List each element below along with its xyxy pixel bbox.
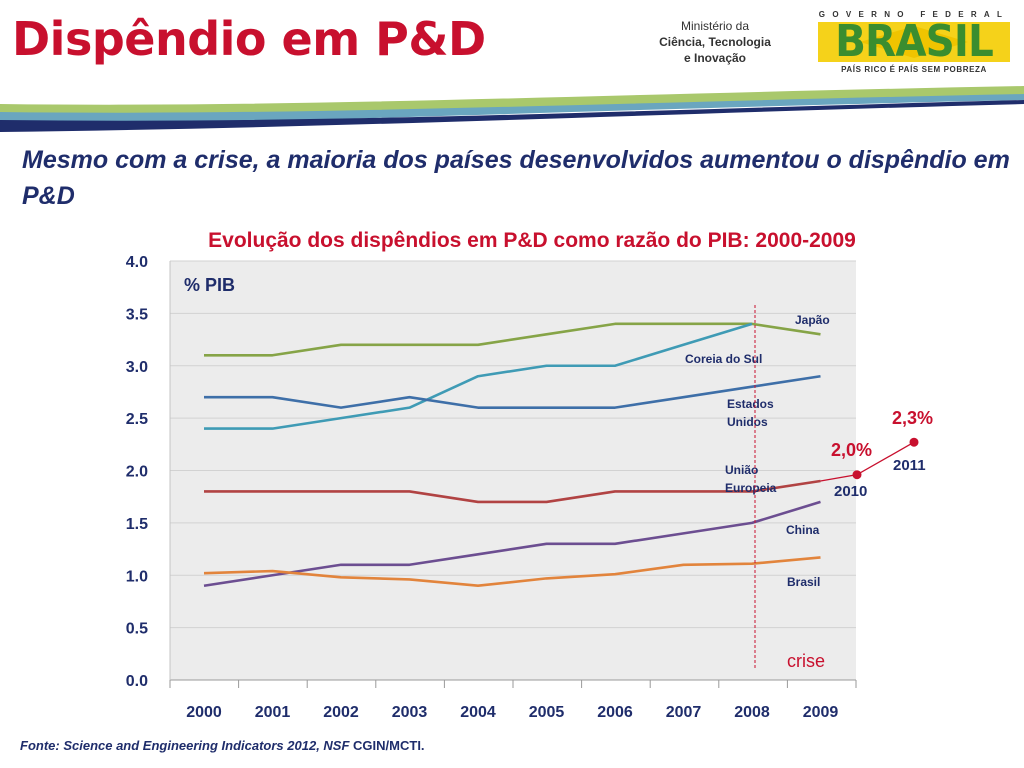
projection-value-label: 2,0% [831,440,872,460]
y-tick-label: 4.0 [126,254,148,271]
series-label: China [786,523,820,537]
ministry-line-1: Ministério da [680,19,750,33]
source-note: Fonte: Science and Engineering Indicator… [20,738,425,753]
series-label: Coreia do Sul [685,352,762,366]
x-tick-label: 2002 [323,704,359,721]
y-tick-label: 2.0 [126,464,148,481]
projection-year-label: 2011 [893,457,926,474]
series-line-japão [204,322,821,357]
projection-value-label: 2,3% [892,408,933,428]
gov-top-text: GOVERNO FEDERAL [818,10,1010,19]
brasil-flag-icon [818,22,1010,62]
ministry-line-2: Ciência, Tecnologia [659,35,771,49]
x-tick-label: 2005 [529,704,565,721]
series-line-brasil [203,556,821,588]
series-label: Brasil [787,575,820,589]
gov-bottom-text: PAÍS RICO É PAÍS SEM POBREZA [841,65,987,74]
chart-title: Evolução dos dispêndios em P&D como razã… [208,229,856,252]
projection-point [909,437,919,447]
y-axis-label: % PIB [184,275,235,295]
x-tick-label: 2008 [734,704,770,721]
brasil-government-logo: GOVERNO FEDERAL BRASIL PAÍS RICO É PAÍS … [818,10,1010,78]
line-chart: 0.0 0.5 1.0 1.5 2.0 2.5 3.0 3.5 4.0 2000 2001 2002… [126,254,933,721]
y-tick-label: 0.5 [126,621,148,638]
source-italic: Fonte: Science and Engineering Indicator… [20,738,350,753]
ministry-logo: Ministério da Ciência, Tecnologia e Inov… [640,18,790,66]
y-tick-label: 0.0 [126,673,148,690]
projection-point [852,470,862,480]
x-tick-label: 2001 [255,704,291,721]
x-tick-label: 2006 [597,704,633,721]
series-label: Europeia [725,481,777,495]
crisis-label: crise [787,651,825,671]
page-title: Dispêndio em P&D [12,12,486,66]
x-tick-label: 2007 [666,704,702,721]
y-tick-label: 3.5 [126,306,148,323]
slide-subtitle: Mesmo com a crise, a maioria dos países … [22,146,1010,210]
y-tick-label: 1.0 [126,568,148,585]
x-tick-label: 2003 [392,704,428,721]
projection-year-label: 2010 [834,483,867,500]
header-swoosh [0,86,1024,132]
ministry-line-3: e Inovação [683,51,747,65]
x-tick-label: 2009 [803,704,839,721]
y-tick-label: 1.5 [126,516,148,533]
y-tick-label: 2.5 [126,411,148,428]
series-label: Japão [795,313,830,327]
series-line-união-europeia [204,479,821,504]
series-line-estados-unidos [204,374,821,409]
x-tick-label: 2004 [460,704,496,721]
series-line-coreia-do-sul [204,322,753,430]
series-label: Estados [727,397,774,411]
gov-word: BRASIL [835,16,994,67]
series-label: Unidos [727,415,768,429]
series-label: União [725,463,758,477]
y-tick-label: 3.0 [126,359,148,376]
series-line-china [203,500,821,588]
source-plain: CGIN/MCTI. [353,738,425,753]
x-tick-label: 2000 [186,704,222,721]
